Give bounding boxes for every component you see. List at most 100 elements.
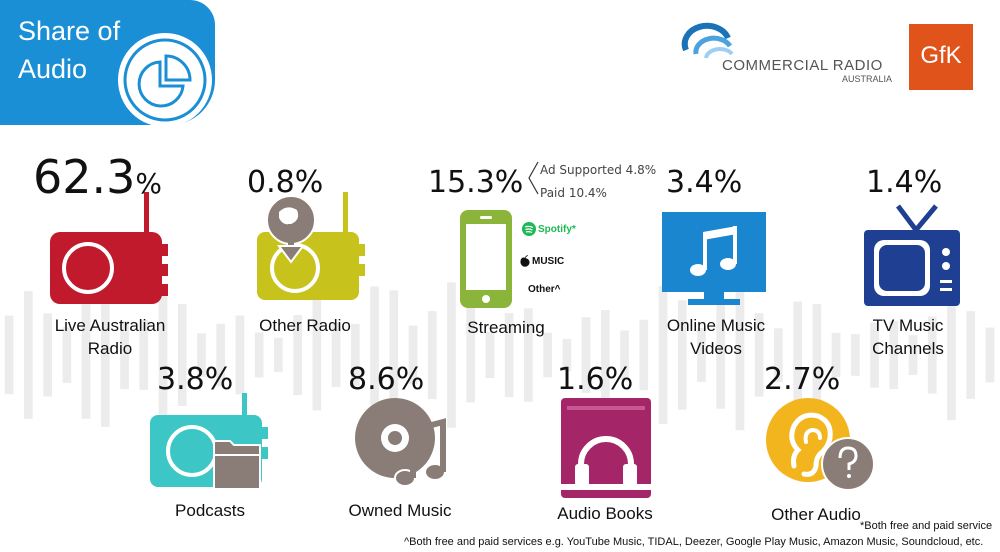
- soundwave-bar: [735, 279, 745, 431]
- soundwave-bar: [158, 289, 168, 421]
- other-audio-label: Other Audio: [771, 505, 861, 524]
- soundwave-bar: [4, 315, 14, 395]
- spotify-icon: [522, 222, 536, 236]
- tv-value: 1.4%: [866, 165, 943, 200]
- streaming-label: Streaming: [467, 318, 545, 337]
- other-radio-value: 0.8%: [247, 165, 324, 200]
- soundwave-bar: [812, 304, 822, 406]
- tv-icon: [864, 204, 960, 306]
- soundwave-bar: [793, 301, 802, 409]
- soundwave-bar: [427, 311, 437, 399]
- audio-books-label: Audio Books: [557, 504, 653, 523]
- soundwave-bar: [754, 313, 764, 397]
- spotify-label: Spotify*: [538, 224, 576, 235]
- soundwave-bar: [466, 307, 475, 403]
- soundwave-bar: [274, 337, 283, 373]
- soundwave-bar: [543, 332, 552, 378]
- cd-music-icon: [355, 398, 446, 487]
- streaming-value: 15.3%: [428, 165, 524, 200]
- soundwave-bar: [293, 315, 302, 396]
- tv-label: TV Music Channels: [872, 316, 944, 358]
- commercial-radio-logo: COMMERCIAL RADIO AUSTRALIA: [681, 22, 893, 88]
- soundwave-bar: [389, 290, 399, 420]
- book-headphones-icon: [561, 398, 651, 498]
- online-radio-icon: [257, 192, 365, 300]
- other-radio-label: Other Radio: [259, 316, 351, 335]
- soundwave-bar: [870, 322, 879, 388]
- soundwave-bar: [985, 327, 995, 383]
- headphones-icon: [578, 436, 634, 476]
- soundwave-bar: [43, 313, 52, 397]
- title-line-2: Audio: [18, 54, 88, 84]
- apple-music-label: MUSIC: [532, 256, 565, 267]
- cra-name: COMMERCIAL RADIO: [722, 57, 883, 74]
- soundwave-bar: [312, 299, 322, 411]
- radio-icon: [50, 192, 168, 304]
- streaming-paid: Paid 10.4%: [540, 186, 607, 200]
- phone-icon: [460, 210, 512, 308]
- soundwave-bar: [197, 333, 206, 377]
- soundwave-bar: [716, 301, 725, 409]
- soundwave-bar: [774, 328, 783, 382]
- soundwave-bar: [370, 286, 379, 424]
- soundwave-bar: [408, 325, 418, 385]
- soundwave-bar: [177, 304, 187, 406]
- monitor-music-icon: [662, 212, 766, 305]
- soundwave-bar: [581, 317, 591, 393]
- soundwave-bar: [331, 323, 341, 387]
- soundwave-bar: [851, 334, 860, 376]
- title-line-1: Share of: [18, 16, 121, 46]
- soundwave-bar: [24, 291, 33, 419]
- soundwave-bar: [504, 313, 514, 397]
- music-note-icon: [394, 418, 446, 487]
- bracket-icon: [528, 161, 539, 195]
- soundwave-bar: [485, 332, 495, 378]
- owned-music-label: Owned Music: [348, 501, 452, 520]
- soundwave-bar: [697, 328, 706, 382]
- soundwave-bar: [62, 327, 72, 383]
- folder-icon: [213, 440, 261, 490]
- soundwave-bar: [351, 323, 360, 387]
- soundwave-bar: [927, 316, 937, 394]
- soundwave-bar: [235, 315, 245, 395]
- soundwave-bar: [81, 291, 91, 419]
- soundwave-bar: [677, 300, 687, 410]
- live-radio-label: Live Australian Radio: [54, 316, 166, 358]
- gfk-logo: GfK: [909, 24, 973, 90]
- other-streaming-label: Other^: [528, 284, 561, 295]
- title-badge: [0, 0, 215, 127]
- streaming-ad-supported: Ad Supported 4.8%: [540, 163, 657, 177]
- podcast-radio-icon: [150, 393, 268, 490]
- soundwave-bar: [601, 310, 610, 400]
- soundwave-bar: [889, 321, 899, 389]
- owned-music-value: 8.6%: [348, 362, 425, 397]
- title-block: Share of Audio: [0, 0, 215, 127]
- pie-chart-icon: [137, 54, 192, 108]
- soundwave-bar: [101, 283, 110, 427]
- soundwave-bar: [447, 282, 456, 428]
- online-video-value: 3.4%: [666, 165, 743, 200]
- soundwave-bar: [139, 320, 149, 390]
- footnote-star: *Both free and paid service: [860, 520, 993, 532]
- soundwave-bar: [562, 338, 572, 372]
- soundwave-bar: [620, 330, 629, 380]
- cra-sub: AUSTRALIA: [842, 74, 893, 84]
- other-audio-value: 2.7%: [764, 362, 841, 397]
- soundwave-bar: [254, 332, 264, 378]
- soundwave-bar: [524, 308, 533, 402]
- music-note-icon: [690, 226, 737, 276]
- apple-icon: [520, 255, 530, 267]
- podcasts-label: Podcasts: [175, 501, 245, 520]
- soundwave-bar: [947, 289, 956, 421]
- radio-waves-icon: [681, 22, 734, 59]
- soundwave-bar: [658, 285, 668, 425]
- soundwave-bar: [120, 320, 129, 390]
- soundwave-bar: [216, 323, 225, 387]
- audio-books-value: 1.6%: [557, 362, 634, 397]
- soundwave-bar: [966, 311, 975, 399]
- soundwave-bar: [639, 319, 649, 391]
- footnote-caret: ^Both free and paid services e.g. YouTub…: [404, 536, 984, 548]
- soundwave-bar: [908, 335, 918, 375]
- online-video-label: Online Music Videos: [666, 316, 766, 358]
